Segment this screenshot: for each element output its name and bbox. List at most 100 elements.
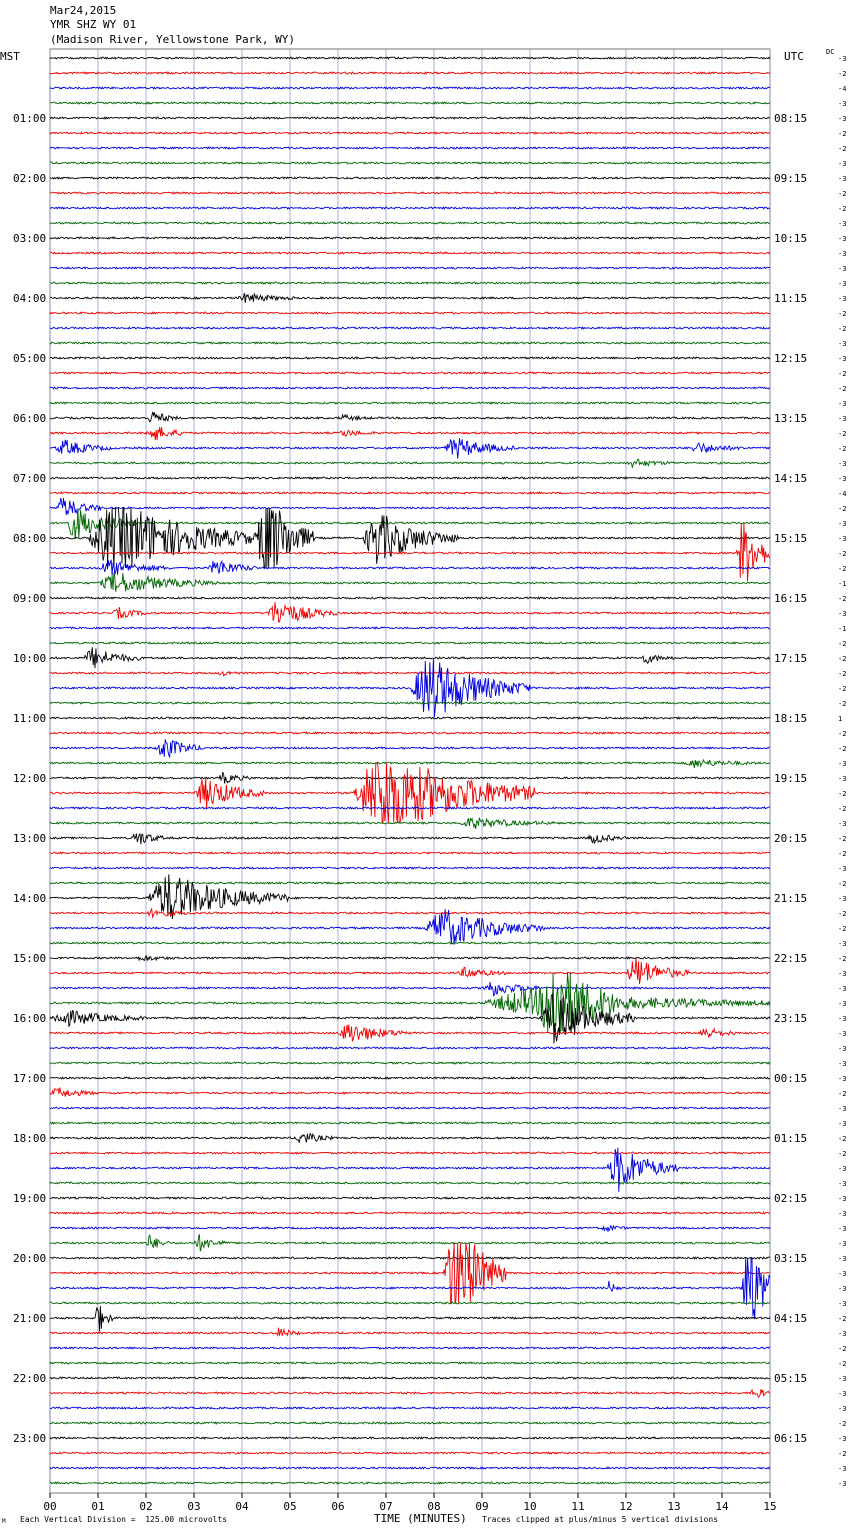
dc-offset-label: -3 [838, 340, 846, 348]
trace-line-89 [49, 1388, 771, 1399]
corner-mark: M [2, 1518, 6, 1525]
dc-offset-label: -3 [838, 760, 846, 768]
chart-date: Mar24,2015 [50, 4, 117, 17]
trace-line-7 [49, 161, 771, 165]
trace-line-34 [49, 559, 771, 576]
trace-line-56 [49, 874, 771, 920]
dc-offset-label: -1 [838, 625, 846, 633]
trace-line-17 [49, 311, 771, 315]
dc-offset-label: -3 [838, 1105, 846, 1113]
dc-offset-label: -3 [838, 1270, 846, 1278]
trace-line-54 [49, 866, 771, 870]
right-hour-label: 06:15 [774, 1432, 807, 1445]
dc-offset-label: -2 [838, 910, 846, 918]
dc-offset-label: -3 [838, 1435, 846, 1443]
dc-offset-label: -3 [838, 1180, 846, 1188]
trace-line-67 [49, 1061, 771, 1065]
left-hour-label: 20:00 [13, 1252, 46, 1265]
dc-offset-label: -3 [838, 535, 846, 543]
trace-line-32 [49, 507, 771, 569]
trace-line-71 [50, 1121, 771, 1125]
dc-offset-label: -2 [838, 595, 846, 603]
trace-line-12 [49, 236, 771, 240]
trace-line-64 [49, 992, 771, 1044]
left-hour-label: 04:00 [13, 292, 46, 305]
dc-offset-label: -2 [838, 1150, 846, 1158]
dc-offset-label: -2 [838, 850, 846, 858]
trace-line-69 [49, 1087, 771, 1097]
right-hour-label: 20:15 [774, 832, 807, 845]
trace-line-50 [49, 806, 771, 810]
dc-offset-label: -3 [838, 1465, 846, 1473]
grid-lines [49, 48, 771, 1494]
trace-line-51 [49, 817, 771, 830]
dc-offset-label: -2 [838, 1360, 846, 1368]
right-hour-label: 16:15 [774, 592, 807, 605]
left-hour-label: 18:00 [13, 1132, 46, 1145]
trace-line-90 [50, 1406, 771, 1410]
trace-line-39 [49, 641, 771, 645]
dc-offset-label: -2 [838, 70, 846, 78]
dc-offset-label: -2 [838, 385, 846, 393]
trace-line-82 [49, 1257, 771, 1319]
trace-line-13 [49, 251, 771, 255]
dc-offset-label: -3 [838, 265, 846, 273]
right-hour-label: 15:15 [774, 532, 807, 545]
dc-offset-label: -3 [838, 1375, 846, 1383]
dc-offset-label: -3 [838, 1240, 846, 1248]
dc-offset-label: -3 [838, 160, 846, 168]
right-hour-label: 00:15 [774, 1072, 807, 1085]
trace-line-60 [49, 954, 771, 962]
dc-offset-label: -2 [838, 880, 846, 888]
trace-line-87 [49, 1361, 771, 1365]
trace-line-47 [49, 758, 771, 768]
left-hour-label: 17:00 [13, 1072, 46, 1085]
dc-offset-label: -2 [838, 1450, 846, 1458]
dc-offset-label: -2 [838, 790, 846, 798]
x-tick-label: 11 [571, 1500, 584, 1513]
x-axis-title: TIME (MINUTES) [374, 1512, 467, 1525]
dc-offset-label: -3 [838, 1390, 846, 1398]
dc-offset-label: -3 [838, 520, 846, 528]
dc-offset-label: -3 [838, 1210, 846, 1218]
trace-line-79 [49, 1234, 771, 1252]
right-hour-label: 11:15 [774, 292, 807, 305]
trace-line-26 [49, 438, 771, 459]
right-hour-label: 02:15 [774, 1192, 807, 1205]
trace-line-28 [49, 476, 771, 480]
trace-line-3 [49, 101, 771, 105]
dc-offset-label: -3 [838, 415, 846, 423]
trace-line-58 [49, 909, 771, 945]
dc-offset-label: -3 [838, 1030, 846, 1038]
dc-offset-label: -2 [838, 1090, 846, 1098]
trace-line-61 [49, 957, 770, 985]
dc-offset-label: -2 [838, 505, 846, 513]
dc-offset-label: -3 [838, 940, 846, 948]
trace-line-77 [49, 1211, 771, 1215]
dc-offset-label: -2 [838, 655, 846, 663]
dc-offset-label: -2 [838, 565, 846, 573]
trace-line-48 [49, 771, 771, 784]
trace-line-9 [50, 191, 771, 195]
trace-line-21 [49, 371, 771, 375]
left-hour-label: 11:00 [13, 712, 46, 725]
x-tick-label: 00 [43, 1500, 56, 1513]
dc-offset-label: -2 [838, 370, 846, 378]
right-hour-label: 01:15 [774, 1132, 807, 1145]
x-tick-label: 08 [427, 1500, 440, 1513]
plot-frame [49, 48, 771, 1494]
left-hour-label: 21:00 [13, 1312, 46, 1325]
trace-line-18 [49, 326, 771, 330]
dc-offset-label: -2 [838, 550, 846, 558]
left-hour-label: 07:00 [13, 472, 46, 485]
dc-offset-label: -4 [838, 85, 846, 93]
trace-line-63 [49, 972, 771, 1034]
dc-offset-label: -2 [838, 685, 846, 693]
dc-offset-label: -2 [838, 1135, 846, 1143]
trace-line-93 [49, 1451, 771, 1455]
left-hour-label: 09:00 [13, 592, 46, 605]
trace-line-86 [49, 1346, 771, 1350]
station-code: YMR SHZ WY 01 [50, 18, 137, 31]
trace-line-81 [49, 1242, 771, 1304]
